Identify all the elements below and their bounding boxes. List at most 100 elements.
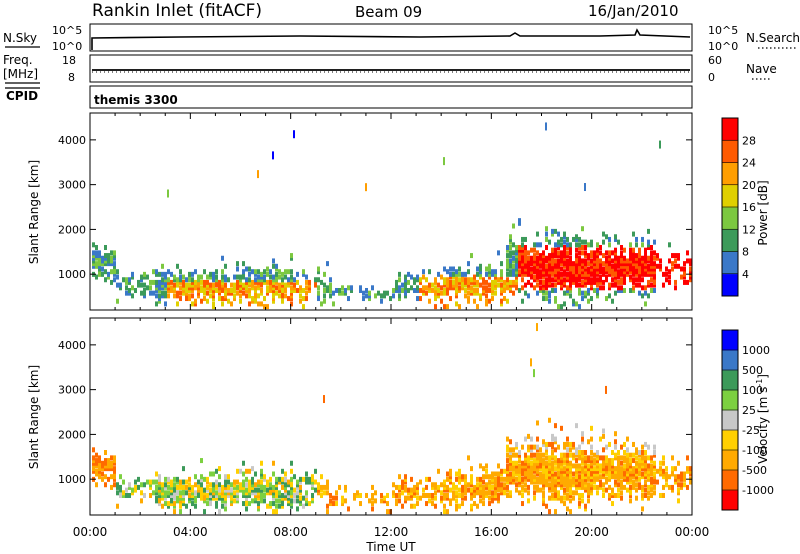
heatmap-cell bbox=[527, 468, 530, 474]
heatmap-cell bbox=[509, 263, 512, 269]
heatmap-cell bbox=[557, 250, 560, 256]
heatmap-cell bbox=[578, 468, 581, 474]
heatmap-cell bbox=[650, 282, 653, 288]
heatmap-cell bbox=[257, 492, 260, 498]
heatmap-cell bbox=[275, 487, 278, 493]
heatmap-cell bbox=[542, 490, 545, 496]
heatmap-cell bbox=[305, 498, 308, 504]
heatmap-cell bbox=[254, 495, 257, 501]
heatmap-cell bbox=[644, 471, 647, 477]
heatmap-cell bbox=[206, 495, 209, 501]
heatmap-cell bbox=[200, 492, 203, 498]
heatmap-cell bbox=[644, 250, 647, 256]
heatmap-cell bbox=[602, 492, 605, 498]
heatmap-cell bbox=[581, 466, 584, 472]
heatmap-cell bbox=[170, 271, 173, 277]
heatmap-cell bbox=[524, 487, 527, 493]
heatmap-cell bbox=[575, 263, 578, 269]
heatmap-cell bbox=[275, 290, 278, 296]
heatmap-cell bbox=[545, 476, 548, 482]
heatmap-cell bbox=[500, 468, 503, 474]
heatmap-cell bbox=[470, 253, 473, 259]
heatmap-cell bbox=[188, 492, 191, 498]
heatmap-cell bbox=[407, 279, 410, 285]
heatmap-cell bbox=[146, 479, 149, 485]
heatmap-cell bbox=[212, 482, 215, 488]
heatmap-cell bbox=[551, 476, 554, 482]
heatmap-cell bbox=[212, 484, 215, 490]
heatmap-cell bbox=[437, 271, 440, 277]
heatmap-cell bbox=[503, 490, 506, 496]
heatmap-cell bbox=[608, 468, 611, 474]
heatmap-cell bbox=[611, 263, 614, 269]
power-colorbar-swatch bbox=[722, 162, 738, 186]
heatmap-cell bbox=[608, 484, 611, 490]
heatmap-cell bbox=[290, 487, 293, 493]
heatmap-cell bbox=[509, 490, 512, 496]
heatmap-cell bbox=[500, 282, 503, 288]
heatmap-cell bbox=[566, 463, 569, 469]
time-axis-label: Time UT bbox=[365, 540, 416, 554]
x-tick-label: 16:00 bbox=[474, 525, 509, 539]
heatmap-cell bbox=[173, 487, 176, 493]
heatmap-cell bbox=[248, 271, 251, 277]
heatmap-cell bbox=[125, 279, 128, 285]
heatmap-cell bbox=[554, 484, 557, 490]
heatmap-cell bbox=[638, 274, 641, 280]
heatmap-cell bbox=[551, 463, 554, 469]
heatmap-cell bbox=[539, 463, 542, 469]
heatmap-cell bbox=[95, 250, 98, 256]
heatmap-cell bbox=[578, 479, 581, 485]
heatmap-cell bbox=[221, 279, 224, 285]
heatmap-cell bbox=[629, 255, 632, 261]
heatmap-cell bbox=[587, 261, 590, 267]
heatmap-cell bbox=[587, 455, 590, 461]
heatmap-cell bbox=[572, 490, 575, 496]
heatmap-cell bbox=[542, 285, 545, 291]
heatmap-cell bbox=[482, 490, 485, 496]
heatmap-cell bbox=[320, 474, 323, 480]
heatmap-cell bbox=[548, 279, 551, 285]
heatmap-cell bbox=[164, 492, 167, 498]
heatmap-cell bbox=[476, 484, 479, 490]
heatmap-cell bbox=[584, 274, 587, 280]
heatmap-cell bbox=[518, 490, 521, 496]
heatmap-cell bbox=[395, 287, 398, 293]
heatmap-cell bbox=[149, 484, 152, 490]
heatmap-cell bbox=[182, 274, 185, 280]
heatmap-cell bbox=[659, 466, 662, 472]
heatmap-cell bbox=[533, 484, 536, 490]
heatmap-cell bbox=[497, 484, 500, 490]
heatmap-cell bbox=[467, 277, 470, 283]
heatmap-cell bbox=[563, 301, 566, 307]
heatmap-cell bbox=[155, 487, 158, 493]
heatmap-cell bbox=[515, 255, 518, 261]
heatmap-cell bbox=[221, 274, 224, 280]
heatmap-cell bbox=[323, 490, 326, 496]
heatmap-cell bbox=[614, 277, 617, 283]
heatmap-cell bbox=[617, 476, 620, 482]
heatmap-cell bbox=[500, 298, 503, 304]
heatmap-cell bbox=[596, 266, 599, 272]
heatmap-cell bbox=[590, 476, 593, 482]
heatmap-cell bbox=[248, 266, 251, 272]
heatmap-cell bbox=[272, 258, 275, 264]
heatmap-cell bbox=[524, 247, 527, 253]
heatmap-cell bbox=[167, 285, 170, 291]
heatmap-cell bbox=[275, 277, 278, 283]
heatmap-cell bbox=[197, 490, 200, 496]
heatmap-cell bbox=[446, 509, 449, 515]
heatmap-cell bbox=[584, 290, 587, 296]
heatmap-cell bbox=[224, 263, 227, 269]
heatmap-cell bbox=[608, 441, 611, 447]
heatmap-cell bbox=[590, 279, 593, 285]
heatmap-cell bbox=[545, 444, 548, 450]
heatmap-cell bbox=[605, 455, 608, 461]
y-tick-label: 2000 bbox=[58, 223, 86, 236]
heatmap-cell bbox=[479, 498, 482, 504]
heatmap-cell bbox=[479, 476, 482, 482]
heatmap-cell bbox=[659, 266, 662, 272]
heatmap-cell bbox=[653, 279, 656, 285]
nave-tick-bottom: 0 bbox=[708, 71, 715, 84]
heatmap-cell bbox=[524, 468, 527, 474]
